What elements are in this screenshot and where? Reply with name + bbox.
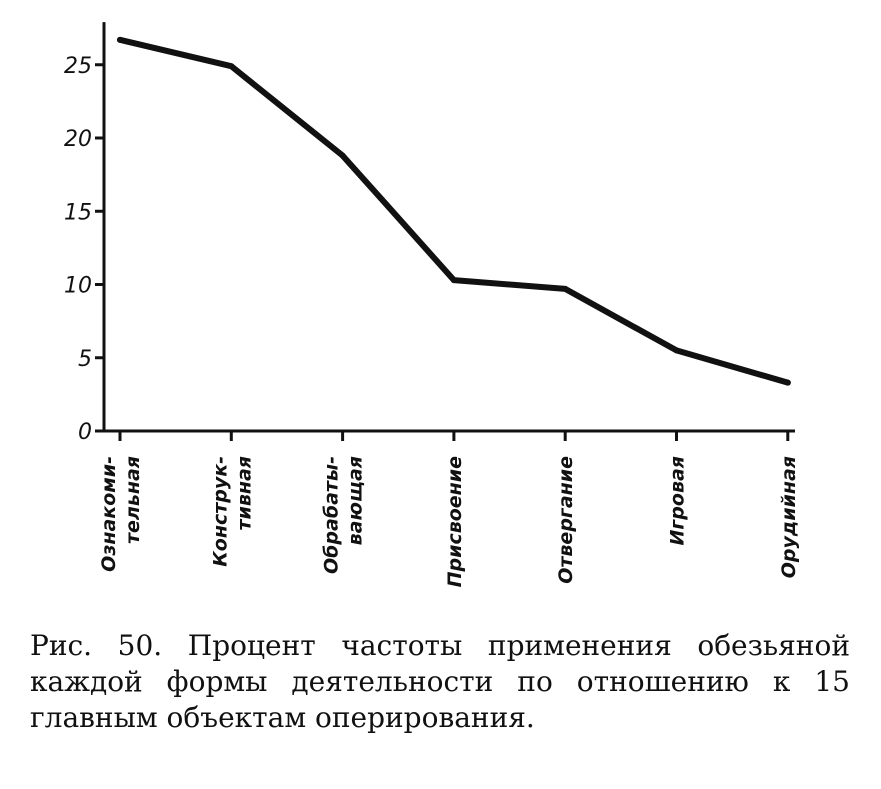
y-tick-label: 0	[78, 420, 92, 445]
x-tick-label-line: Орудийная	[778, 456, 800, 578]
x-tick-label: Конструк-тивная	[209, 456, 255, 567]
x-tick-label-line: тивная	[233, 456, 255, 531]
y-tick-label: 15	[64, 200, 92, 225]
y-tick-label: 20	[64, 127, 92, 152]
x-tick-label: Обрабаты-вающая	[321, 456, 367, 574]
x-tick-label-line: Обрабаты-	[321, 456, 343, 574]
x-tick-label-line: Присвоение	[444, 456, 466, 587]
x-tick-label-line: Ознакоми-	[98, 456, 120, 572]
y-tick-label: 10	[64, 274, 92, 299]
x-tick-label: Орудийная	[778, 456, 800, 578]
x-tick-label-line: Игровая	[667, 456, 689, 546]
y-tick-label: 25	[64, 54, 92, 79]
x-tick-label: Игровая	[667, 456, 689, 546]
x-tick-label: Присвоение	[444, 456, 466, 587]
data-point	[673, 347, 680, 354]
x-tick-label: Ознакоми-тельная	[98, 456, 144, 572]
x-tick-label-line: Отвергание	[555, 456, 577, 584]
x-tick-label-line: тельная	[122, 456, 144, 544]
y-axis: 0 5 10 15 20 25	[64, 22, 106, 445]
data-point	[339, 152, 346, 159]
data-point	[784, 379, 791, 386]
data-point	[117, 36, 123, 43]
y-tick-label: 5	[78, 347, 92, 372]
x-tick-label-line: Конструк-	[209, 456, 231, 567]
series-line	[117, 36, 791, 386]
x-tick-label-line: вающая	[345, 456, 367, 545]
data-point	[450, 277, 457, 284]
data-point	[228, 63, 235, 70]
figure-caption: Рис. 50. Процент частоты применения обез…	[30, 629, 850, 734]
series	[117, 36, 791, 386]
line-chart: 0 5 10 15 20 25 Ознакоми-тельная Конструк-тивн…	[64, 22, 800, 587]
x-axis: Ознакоми-тельная Конструк-тивная Обрабаты-…	[98, 429, 800, 587]
x-tick-label: Отвергание	[555, 456, 577, 584]
data-point	[562, 285, 569, 292]
